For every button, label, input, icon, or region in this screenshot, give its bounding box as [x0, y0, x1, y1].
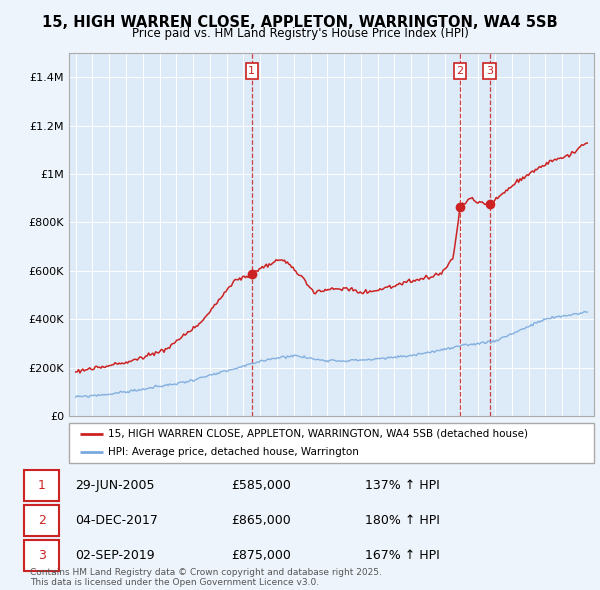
Text: 29-JUN-2005: 29-JUN-2005	[74, 479, 154, 492]
FancyBboxPatch shape	[25, 505, 59, 536]
FancyBboxPatch shape	[25, 540, 59, 571]
Text: £585,000: £585,000	[231, 479, 291, 492]
Text: 137% ↑ HPI: 137% ↑ HPI	[365, 479, 440, 492]
Text: 04-DEC-2017: 04-DEC-2017	[74, 514, 158, 527]
Text: 15, HIGH WARREN CLOSE, APPLETON, WARRINGTON, WA4 5SB (detached house): 15, HIGH WARREN CLOSE, APPLETON, WARRING…	[109, 429, 529, 439]
Text: 1: 1	[248, 66, 256, 76]
FancyBboxPatch shape	[69, 423, 594, 463]
Text: 180% ↑ HPI: 180% ↑ HPI	[365, 514, 440, 527]
Text: 1: 1	[38, 479, 46, 492]
Text: £875,000: £875,000	[231, 549, 291, 562]
Text: Contains HM Land Registry data © Crown copyright and database right 2025.
This d: Contains HM Land Registry data © Crown c…	[30, 568, 382, 587]
Text: 2: 2	[457, 66, 464, 76]
Text: 3: 3	[486, 66, 493, 76]
Text: HPI: Average price, detached house, Warrington: HPI: Average price, detached house, Warr…	[109, 447, 359, 457]
Text: Price paid vs. HM Land Registry's House Price Index (HPI): Price paid vs. HM Land Registry's House …	[131, 27, 469, 40]
Text: £865,000: £865,000	[231, 514, 290, 527]
Text: 3: 3	[38, 549, 46, 562]
FancyBboxPatch shape	[25, 470, 59, 501]
Text: 2: 2	[38, 514, 46, 527]
Text: 02-SEP-2019: 02-SEP-2019	[74, 549, 154, 562]
Text: 167% ↑ HPI: 167% ↑ HPI	[365, 549, 440, 562]
Text: 15, HIGH WARREN CLOSE, APPLETON, WARRINGTON, WA4 5SB: 15, HIGH WARREN CLOSE, APPLETON, WARRING…	[42, 15, 558, 30]
